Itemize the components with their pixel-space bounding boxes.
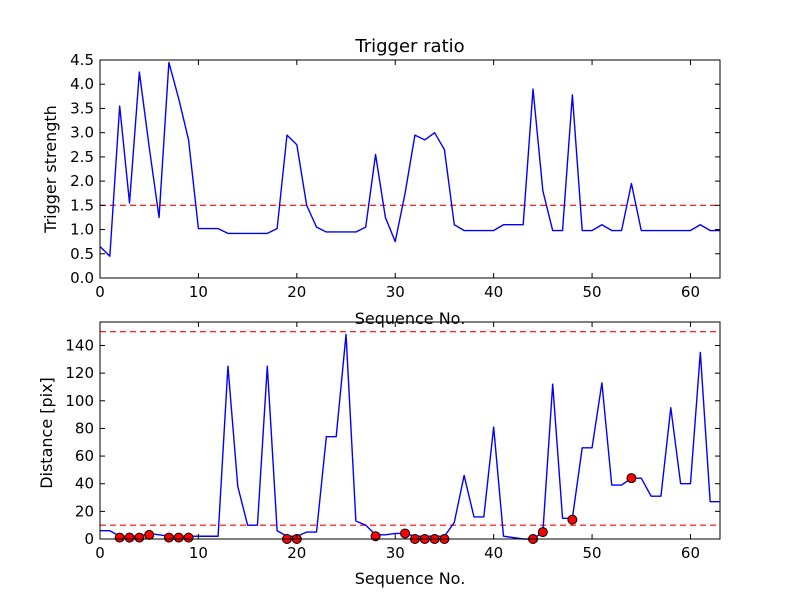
y-tick-label: 3.5 <box>70 99 94 117</box>
y-tick-label: 120 <box>65 364 94 382</box>
y-tick-label: 4.5 <box>70 51 94 69</box>
data-point-marker <box>124 532 135 543</box>
y-tick-label: 2.0 <box>70 172 94 190</box>
series-layer <box>99 61 720 257</box>
x-tick-label: 30 <box>386 283 405 301</box>
y-tick-label: 0.5 <box>70 245 94 263</box>
x-tick-label: 20 <box>287 544 306 562</box>
x-tick-label: 60 <box>681 544 700 562</box>
y-tick-label: 2.5 <box>70 148 94 166</box>
x-tick-label: 10 <box>189 283 208 301</box>
y-tick-label: 40 <box>75 475 94 493</box>
plot-frame <box>99 321 721 540</box>
y-tick-label: 4.0 <box>70 75 94 93</box>
data-point-marker <box>183 532 194 543</box>
x-tick-label: 60 <box>681 283 700 301</box>
y-tick-label: 60 <box>75 447 94 465</box>
x-tick-label: 50 <box>583 544 602 562</box>
data-point-marker <box>567 514 578 525</box>
plot-frame <box>99 59 721 279</box>
series-layer <box>100 331 720 544</box>
y-tick-label: 20 <box>75 502 94 520</box>
trigger-ratio-panel: Trigger ratio 0 10 20 30 40 50 60 0.0 0.5 1.0 1.5 2… <box>41 36 721 328</box>
data-point-marker <box>370 531 381 542</box>
y-axis-label: Distance [pix] <box>37 377 56 489</box>
y-tick-label: 0 <box>84 530 94 548</box>
x-tick-label: 50 <box>583 283 602 301</box>
axes-layer: 0 10 20 30 40 50 60 0.0 0.5 1.0 1.5 2.0 2.5 3.0 3.5 4.0… <box>70 51 721 301</box>
data-point-marker <box>114 532 125 543</box>
series-line <box>99 61 720 257</box>
y-tick-label: 3.0 <box>70 124 94 142</box>
chart-title: Trigger ratio <box>354 36 464 57</box>
data-point-marker <box>144 529 155 540</box>
data-point-marker <box>134 532 145 543</box>
data-point-marker <box>400 528 411 539</box>
y-tick-label: 100 <box>65 392 94 410</box>
y-axis-label: Trigger strength <box>41 105 60 234</box>
x-tick-label: 0 <box>95 283 105 301</box>
y-tick-label: 80 <box>75 419 94 437</box>
data-point-marker <box>626 473 637 484</box>
y-tick-label: 0.0 <box>70 269 94 287</box>
y-tick-label: 140 <box>65 336 94 354</box>
x-tick-label: 20 <box>287 283 306 301</box>
data-point-marker <box>537 527 548 538</box>
y-tick-label: 1.0 <box>70 221 94 239</box>
x-tick-label: 30 <box>386 544 405 562</box>
x-axis-label: Sequence No. <box>355 309 466 328</box>
axes-layer: 0 10 20 30 40 50 60 0 20 40 60 80 100 120 140 <box>65 321 721 562</box>
series-line <box>100 333 720 540</box>
data-point-marker <box>163 532 174 543</box>
y-tick-label: 1.5 <box>70 196 94 214</box>
x-tick-label: 10 <box>189 544 208 562</box>
x-tick-label: 0 <box>95 544 105 562</box>
distance-panel: 0 10 20 30 40 50 60 0 20 40 60 80 100 120 140 Sequence… <box>37 321 721 588</box>
data-point-marker <box>173 532 184 543</box>
x-axis-label: Sequence No. <box>355 569 466 588</box>
x-tick-label: 40 <box>484 283 503 301</box>
x-tick-label: 40 <box>484 544 503 562</box>
